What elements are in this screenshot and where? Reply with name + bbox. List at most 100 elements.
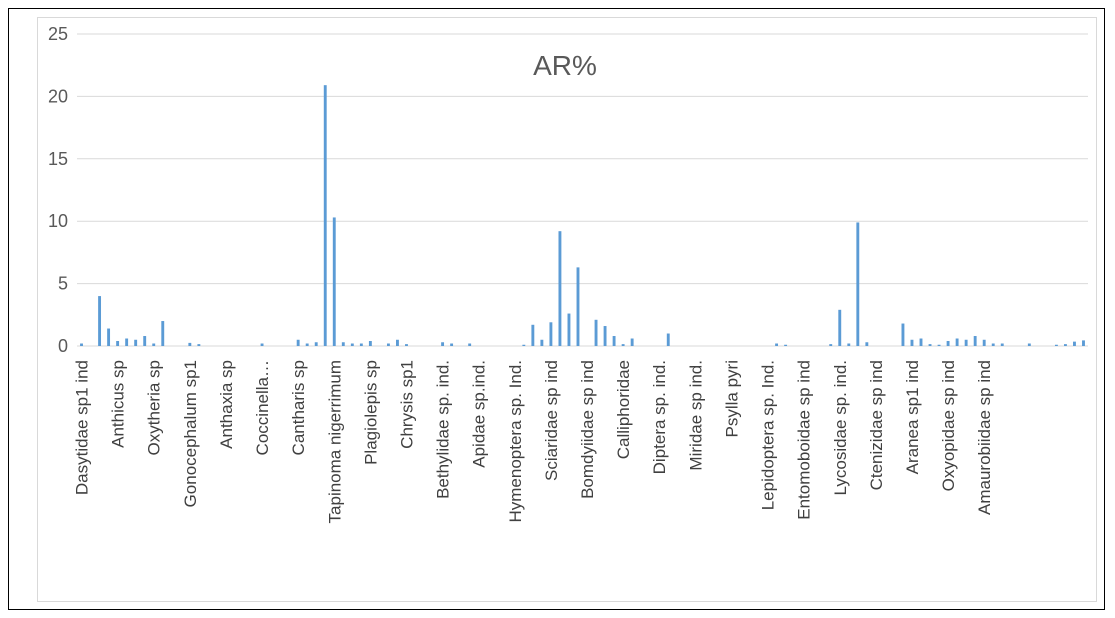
x-tick-label: Hymenoptera sp. Ind. <box>506 360 525 523</box>
x-tick-label: Lycosidae sp. ind. <box>831 360 850 495</box>
x-tick-label: Aranea sp1 ind <box>903 360 922 474</box>
bar <box>441 342 445 346</box>
x-tick-label: Lepidoptera sp. Ind. <box>759 360 778 510</box>
bar <box>1054 344 1058 346</box>
bar <box>982 339 986 346</box>
x-tick-label: Sciaridae sp ind <box>542 360 561 481</box>
y-axis-ticks: 0 5 10 15 20 25 <box>48 24 68 356</box>
bar <box>910 339 914 346</box>
bar <box>368 341 372 346</box>
y-tick-label: 15 <box>48 149 68 169</box>
x-tick-label: Bomdyiidae sp ind <box>578 360 597 499</box>
x-tick-label: Calliphoridae <box>614 360 633 459</box>
bar <box>621 344 625 346</box>
bar <box>630 338 634 346</box>
bar <box>937 344 941 346</box>
bar <box>1063 344 1067 346</box>
bars <box>80 85 1085 346</box>
x-tick-label: Anthaxia sp <box>217 360 236 449</box>
x-tick-label: Oxytheria sp <box>145 360 164 455</box>
x-tick-label: Psylla pyri <box>722 360 741 437</box>
x-tick-label: Cantharis sp <box>289 360 308 455</box>
bar <box>305 343 309 346</box>
bar <box>666 333 670 346</box>
bar <box>946 341 950 346</box>
bar <box>359 343 363 346</box>
bar <box>1073 341 1076 346</box>
bar <box>775 343 779 346</box>
bar <box>865 342 869 346</box>
bar <box>594 319 598 346</box>
bar <box>125 338 129 346</box>
bar <box>576 267 580 346</box>
bar <box>98 296 102 346</box>
x-tick-label: Dasytidae sp1 ind <box>73 360 92 495</box>
gridlines <box>77 33 1088 347</box>
bar <box>332 217 336 346</box>
bar <box>143 336 147 346</box>
x-tick-label: Coccinella… <box>253 360 272 455</box>
bar <box>964 339 968 346</box>
bar <box>188 342 192 346</box>
bar <box>405 344 408 346</box>
bar <box>784 344 788 346</box>
bar <box>260 343 264 346</box>
bar <box>612 336 616 346</box>
x-tick-label: Plagiolepis sp <box>361 360 380 465</box>
bar <box>134 339 138 346</box>
bar <box>603 326 607 346</box>
x-tick-label: Apidae sp.ind. <box>470 360 489 468</box>
bar <box>197 344 201 346</box>
y-tick-label: 25 <box>48 24 68 44</box>
bar <box>1000 343 1004 346</box>
chart-title: AR% <box>533 50 597 81</box>
bar <box>296 339 300 346</box>
bar <box>350 343 354 346</box>
bar <box>540 339 544 346</box>
bar <box>955 338 959 346</box>
y-tick-label: 10 <box>48 211 68 231</box>
bar <box>314 342 318 346</box>
bar <box>152 343 156 346</box>
y-tick-label: 5 <box>58 274 68 294</box>
bar <box>567 313 571 346</box>
bar <box>991 343 995 346</box>
bar <box>468 343 472 346</box>
bar <box>856 222 860 346</box>
bar <box>80 343 83 346</box>
bar <box>161 321 165 346</box>
bar <box>323 85 327 346</box>
bar <box>396 339 399 346</box>
bar <box>522 344 526 346</box>
bar <box>901 323 905 346</box>
x-tick-label: Diptera sp. ind. <box>650 360 669 474</box>
bar <box>558 231 562 346</box>
x-axis-ticks: Dasytidae sp1 ind Anthicus sp Oxytheria sp… <box>73 360 995 523</box>
x-tick-label: Oxyopidae sp ind <box>939 360 958 491</box>
bar <box>1082 340 1085 346</box>
x-tick-label: Gonocephalum sp1 <box>181 360 200 507</box>
bar <box>973 336 977 346</box>
bar <box>829 344 833 346</box>
x-tick-label: Bethylidae sp. ind. <box>434 360 453 499</box>
bar <box>838 309 842 346</box>
x-tick-label: Amaurobiidae sp ind <box>975 360 994 515</box>
x-tick-label: Tapinoma nigerrimum <box>325 360 344 523</box>
y-tick-label: 20 <box>48 86 68 106</box>
bar <box>107 328 111 346</box>
y-tick-label: 0 <box>58 336 68 356</box>
chart-frame <box>8 8 1105 610</box>
bar <box>341 342 345 346</box>
x-tick-label: Miridae sp ind. <box>686 360 705 471</box>
bar <box>531 324 535 346</box>
bar <box>116 341 120 346</box>
x-tick-label: Anthicus sp <box>109 360 128 448</box>
bar <box>450 343 454 346</box>
bar <box>386 343 390 346</box>
chart-area <box>37 17 1097 602</box>
bar <box>919 338 923 346</box>
bar <box>549 322 553 346</box>
x-tick-label: Ctenizidae sp ind <box>867 360 886 490</box>
x-tick-label: Chrysis sp1 <box>397 360 416 449</box>
